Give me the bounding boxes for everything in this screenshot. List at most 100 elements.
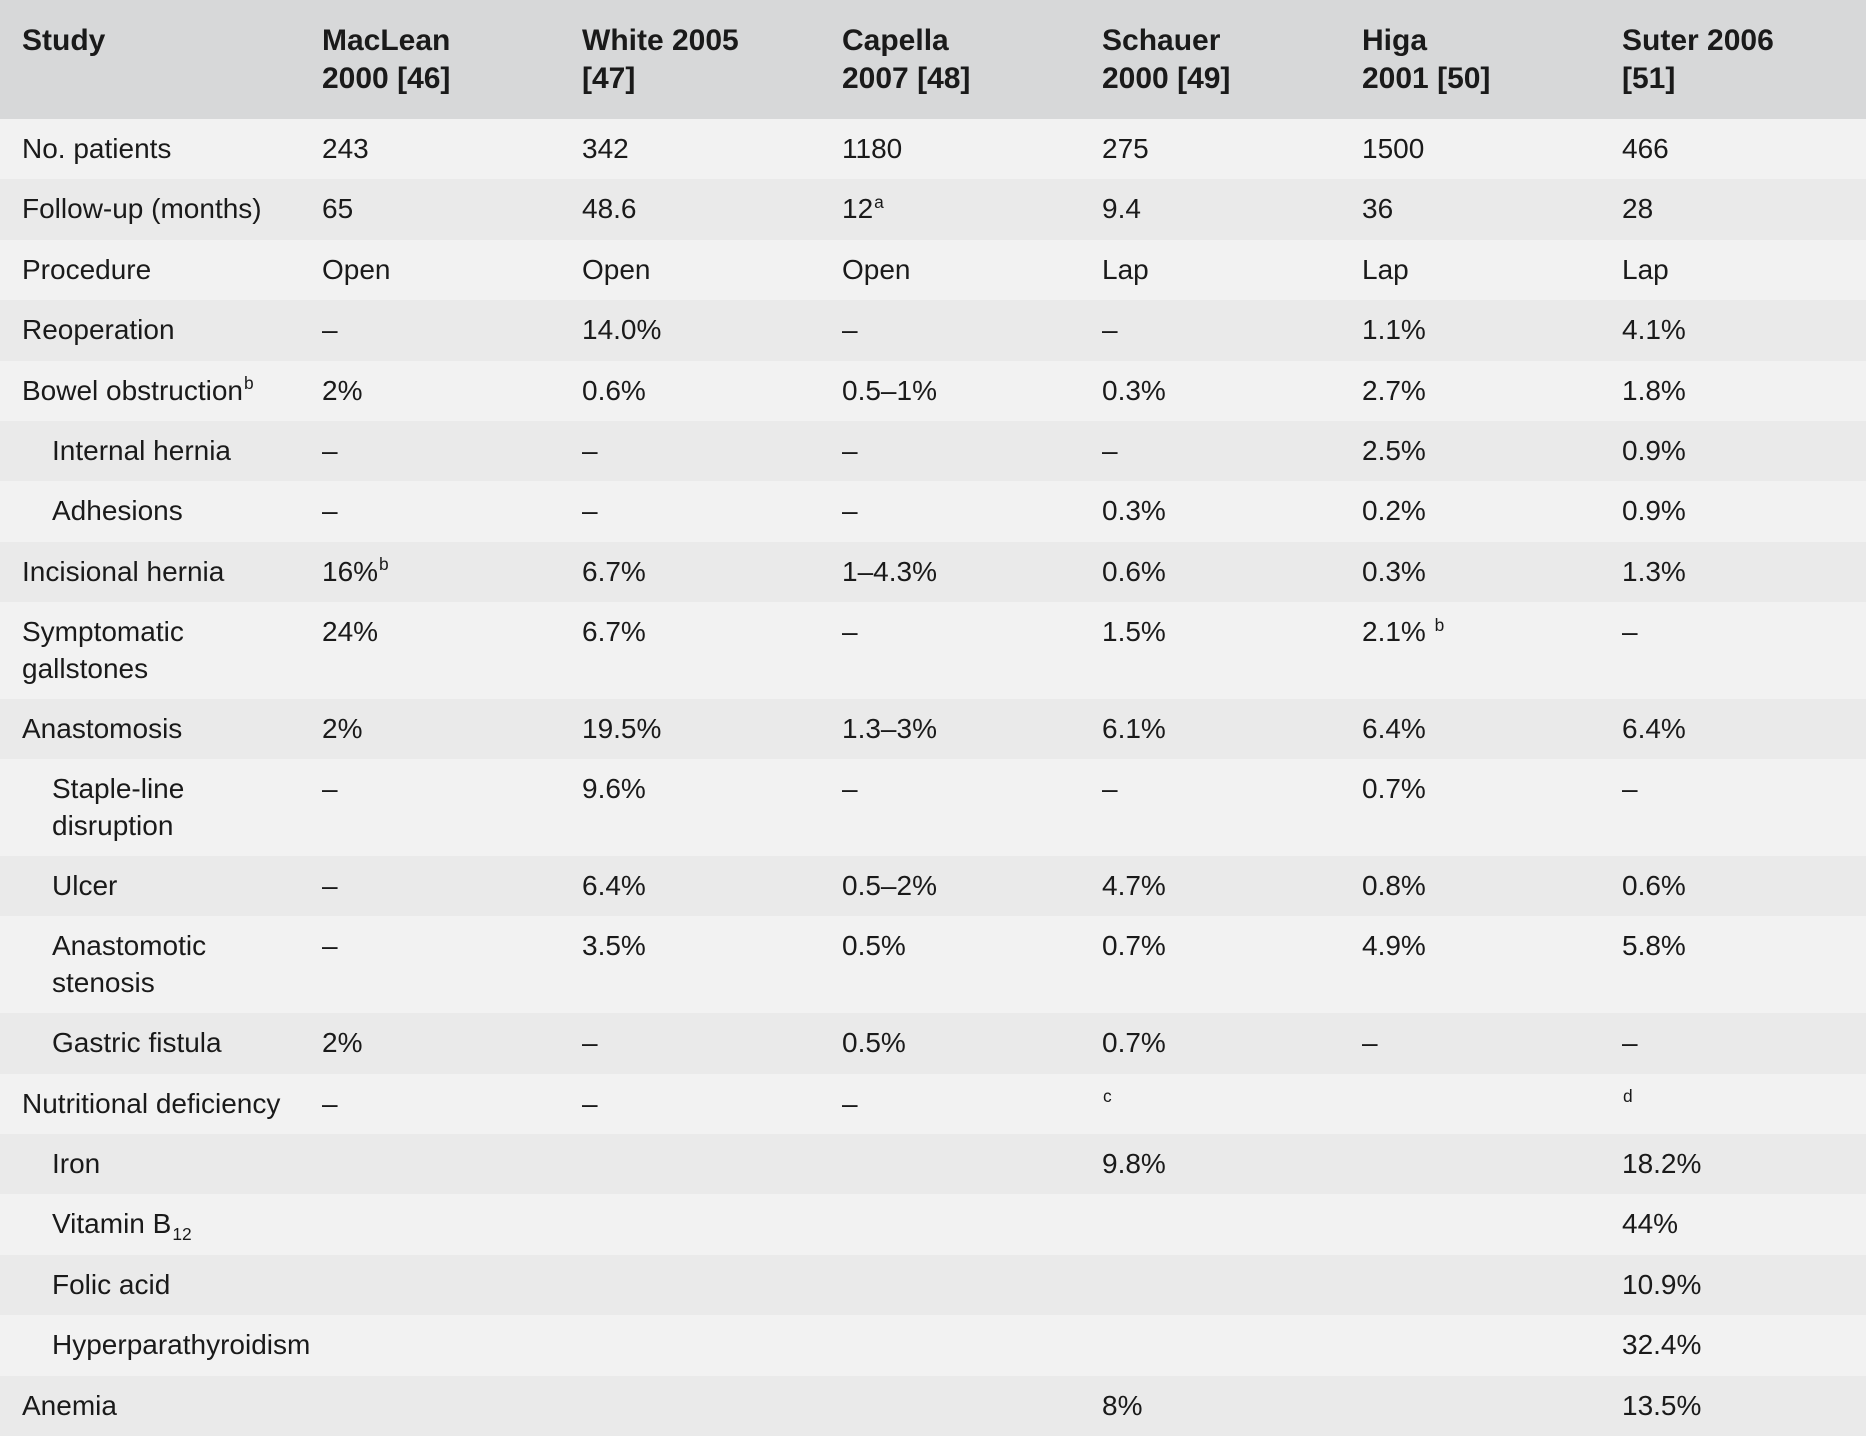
row-label-text: Bowel obstruction bbox=[22, 375, 243, 406]
cell-white: 3.5% bbox=[560, 916, 820, 1013]
cell-white bbox=[560, 1255, 820, 1315]
table-row: Anemia8%13.5% bbox=[0, 1376, 1866, 1436]
cell-higa: 6.4% bbox=[1340, 699, 1600, 759]
cell-suter: Lap bbox=[1600, 240, 1866, 300]
cell-value: – bbox=[842, 314, 858, 345]
row-label: Symptomatic gallstones bbox=[0, 602, 300, 699]
row-label: Reoperation bbox=[0, 300, 300, 360]
row-label-text: Anastomosis bbox=[22, 713, 182, 744]
row-label: Anastomosis bbox=[0, 699, 300, 759]
cell-value: 16% bbox=[322, 556, 378, 587]
cell-higa: 0.2% bbox=[1340, 481, 1600, 541]
header-capella: Capella 2007 [48] bbox=[820, 0, 1080, 119]
cell-value: 18.2% bbox=[1622, 1148, 1701, 1179]
cell-value: 0.8% bbox=[1362, 870, 1426, 901]
cell-value: 0.7% bbox=[1102, 1027, 1166, 1058]
cell-value: – bbox=[582, 1027, 598, 1058]
cell-schauer: 0.3% bbox=[1080, 361, 1340, 421]
row-label-text: Nutritional deficiency bbox=[22, 1088, 280, 1119]
cell-value: – bbox=[1622, 773, 1638, 804]
row-label-text: Incisional hernia bbox=[22, 556, 224, 587]
cell-suter: 466 bbox=[1600, 119, 1866, 179]
row-label-text: Vitamin B12 bbox=[22, 1206, 192, 1242]
cell-value: 6.7% bbox=[582, 616, 646, 647]
superscript: a bbox=[873, 192, 884, 212]
header-text: [51] bbox=[1622, 62, 1675, 95]
row-label: No. patients bbox=[0, 119, 300, 179]
cell-maclean bbox=[300, 1315, 560, 1375]
cell-maclean bbox=[300, 1194, 560, 1254]
cell-maclean: 65 bbox=[300, 179, 560, 239]
superscript: b bbox=[378, 554, 389, 574]
table-row: Folic acid10.9% bbox=[0, 1255, 1866, 1315]
cell-value: – bbox=[322, 1088, 338, 1119]
cell-suter: 6.4% bbox=[1600, 699, 1866, 759]
cell-white: Open bbox=[560, 240, 820, 300]
cell-higa bbox=[1340, 1134, 1600, 1194]
cell-value: 0.5% bbox=[842, 930, 906, 961]
row-label-text: Staple-line disruption bbox=[22, 771, 282, 844]
cell-schauer bbox=[1080, 1194, 1340, 1254]
row-label-text: Procedure bbox=[22, 254, 151, 285]
cell-value: 275 bbox=[1102, 133, 1149, 164]
table-row: Hyperparathyroidism32.4% bbox=[0, 1315, 1866, 1375]
row-label: Follow-up (months) bbox=[0, 179, 300, 239]
cell-value: 2.5% bbox=[1362, 435, 1426, 466]
table-row: Incisional hernia16%b6.7%1–4.3%0.6%0.3%1… bbox=[0, 542, 1866, 602]
row-label-text: Follow-up (months) bbox=[22, 193, 262, 224]
cell-value: – bbox=[322, 773, 338, 804]
cell-white: 6.7% bbox=[560, 542, 820, 602]
cell-value: – bbox=[322, 495, 338, 526]
cell-schauer: – bbox=[1080, 300, 1340, 360]
row-label: Ulcer bbox=[0, 856, 300, 916]
cell-schauer bbox=[1080, 1315, 1340, 1375]
cell-higa bbox=[1340, 1315, 1600, 1375]
row-label-text: Folic acid bbox=[22, 1267, 170, 1303]
cell-suter: – bbox=[1600, 759, 1866, 856]
cell-value: – bbox=[582, 1088, 598, 1119]
cell-maclean bbox=[300, 1255, 560, 1315]
cell-value: 1.8% bbox=[1622, 375, 1686, 406]
table-row: Adhesions–––0.3%0.2%0.9% bbox=[0, 481, 1866, 541]
cell-value: – bbox=[1622, 1027, 1638, 1058]
cell-suter: 44% bbox=[1600, 1194, 1866, 1254]
row-label: Anastomotic stenosis bbox=[0, 916, 300, 1013]
cell-maclean: 2% bbox=[300, 699, 560, 759]
cell-value: 4.9% bbox=[1362, 930, 1426, 961]
cell-value: 0.3% bbox=[1362, 556, 1426, 587]
cell-capella: 1–4.3% bbox=[820, 542, 1080, 602]
superscript: b bbox=[243, 373, 254, 393]
cell-capella: – bbox=[820, 481, 1080, 541]
header-text: MacLean bbox=[322, 24, 450, 57]
cell-schauer: 0.3% bbox=[1080, 481, 1340, 541]
cell-schauer: 0.6% bbox=[1080, 542, 1340, 602]
cell-capella: 0.5–2% bbox=[820, 856, 1080, 916]
cell-value: 1.5% bbox=[1102, 616, 1166, 647]
header-white: White 2005 [47] bbox=[560, 0, 820, 119]
table-row: Gastric fistula2%–0.5%0.7%–– bbox=[0, 1013, 1866, 1073]
cell-value: 0.3% bbox=[1102, 375, 1166, 406]
row-label-text: No. patients bbox=[22, 133, 171, 164]
table-row: Nutritional deficiency–––cd bbox=[0, 1074, 1866, 1134]
cell-value: 2% bbox=[322, 375, 362, 406]
cell-value: 9.8% bbox=[1102, 1148, 1166, 1179]
row-label: Anemia bbox=[0, 1376, 300, 1436]
cell-value: – bbox=[1102, 314, 1118, 345]
cell-suter: 13.5% bbox=[1600, 1376, 1866, 1436]
header-maclean: MacLean 2000 [46] bbox=[300, 0, 560, 119]
cell-capella: 0.5% bbox=[820, 1013, 1080, 1073]
cell-suter: 1.8% bbox=[1600, 361, 1866, 421]
superscript: c bbox=[1102, 1086, 1112, 1106]
cell-value: Open bbox=[842, 254, 911, 285]
table-header: Study MacLean 2000 [46] White 2005 [47] … bbox=[0, 0, 1866, 119]
table-row: Reoperation–14.0%––1.1%4.1% bbox=[0, 300, 1866, 360]
header-text: Capella bbox=[842, 24, 949, 57]
cell-value: 1–4.3% bbox=[842, 556, 937, 587]
cell-capella bbox=[820, 1315, 1080, 1375]
cell-value: – bbox=[842, 435, 858, 466]
cell-value: – bbox=[842, 495, 858, 526]
cell-maclean bbox=[300, 1376, 560, 1436]
header-row: Study MacLean 2000 [46] White 2005 [47] … bbox=[0, 0, 1866, 119]
cell-value: Lap bbox=[1362, 254, 1409, 285]
cell-value: – bbox=[582, 435, 598, 466]
